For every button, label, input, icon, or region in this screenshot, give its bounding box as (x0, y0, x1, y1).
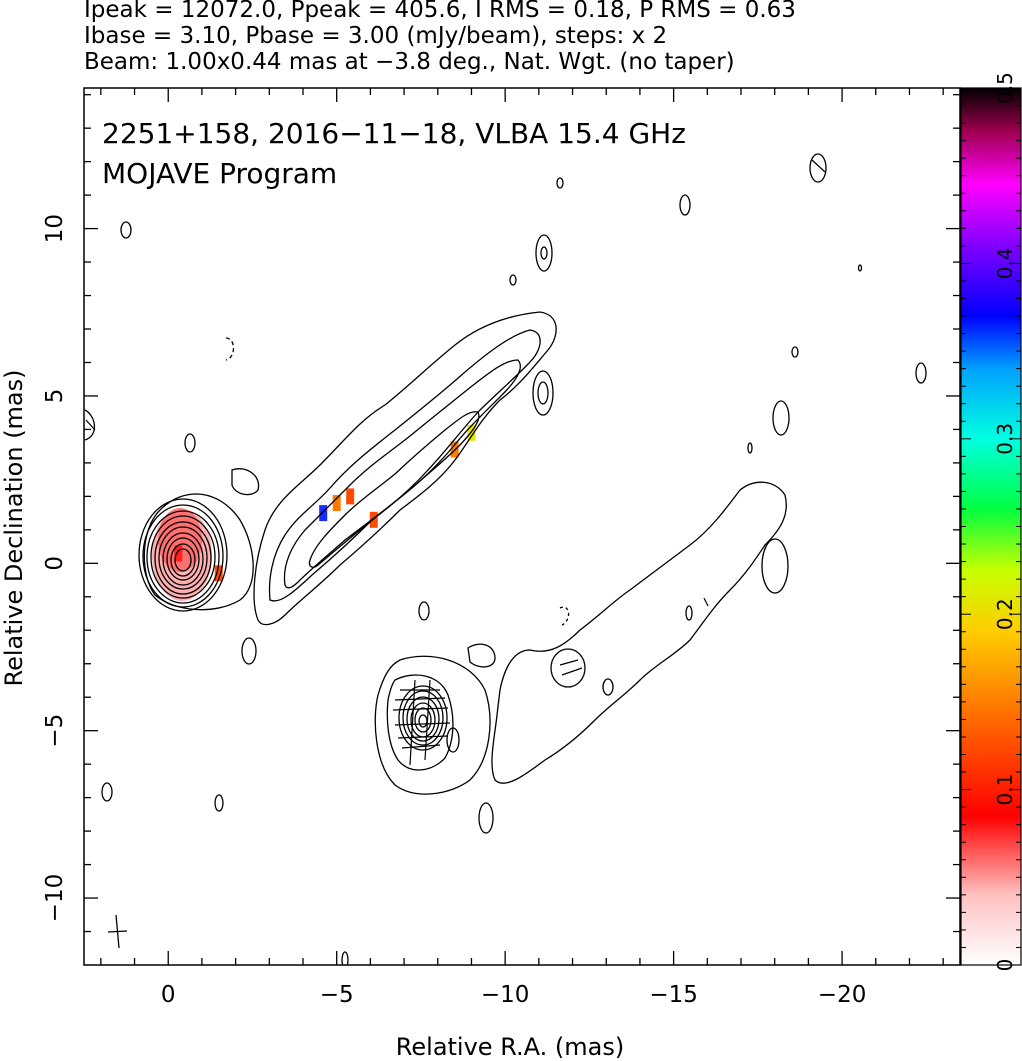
outer-knot-contours (374, 643, 496, 795)
y-axis-label: Relative Declination (mas) (0, 369, 28, 686)
x-tick-label: −10 (481, 982, 530, 1008)
evpa-vectors (85, 159, 826, 766)
polarization-patch (214, 565, 223, 582)
axis-ticks (84, 88, 960, 965)
x-axis-label: Relative R.A. (mas) (396, 1033, 624, 1061)
colorbar-tick-label: 0.4 (993, 247, 1017, 279)
inner-jet-contours (84, 153, 927, 965)
extended-jet-contours (491, 481, 789, 784)
plot-subtitle: MOJAVE Program (102, 157, 337, 190)
polarization-patch (332, 495, 341, 512)
x-tick-label: −15 (649, 982, 698, 1008)
colorbar-tick-label: 0.5 (993, 72, 1017, 104)
y-tick-label: −10 (42, 874, 68, 923)
plot-frame (83, 87, 961, 966)
tick-labels: 0 −5 −10 −15 −20 10 5 0 −5 −10 (42, 214, 866, 1008)
colorbar-tick-label: 0.3 (993, 423, 1017, 455)
header-line-1: Ipeak = 12072.0, Ppeak = 405.6, I RMS = … (84, 0, 796, 23)
header-line-2: Ibase = 3.10, Pbase = 3.00 (mJy/beam), s… (84, 23, 668, 49)
core-contours (138, 493, 254, 612)
colorbar-tick-label: 0.1 (993, 774, 1017, 806)
polarization-patch (369, 511, 378, 528)
polarization-patch (346, 488, 355, 505)
polarization-patch (174, 545, 183, 562)
x-tick-label: 0 (161, 982, 176, 1008)
header-line-3: Beam: 1.00x0.44 mas at −3.8 deg., Nat. W… (84, 49, 735, 75)
plot-content (84, 153, 927, 965)
y-tick-label: −5 (42, 714, 68, 748)
x-tick-label: −5 (320, 982, 354, 1008)
colorbar-tick-label: 0.2 (993, 598, 1017, 630)
colorbar-ticks (961, 87, 1021, 966)
colorbar (960, 87, 1022, 966)
beam-marker (107, 914, 128, 949)
polarization-patch (319, 505, 328, 522)
polarization-patch (467, 424, 476, 441)
x-tick-label: −20 (818, 982, 867, 1008)
plot-title: 2251+158, 2016−11−18, VLBA 15.4 GHz (102, 117, 686, 150)
y-tick-label: 5 (42, 389, 68, 404)
y-tick-label: 0 (42, 556, 68, 571)
colorbar-labels: 0 0.1 0.2 0.3 0.4 0.5 (993, 72, 1017, 971)
y-tick-label: 10 (42, 214, 68, 243)
colorbar-tick-label: 0 (993, 959, 1017, 972)
